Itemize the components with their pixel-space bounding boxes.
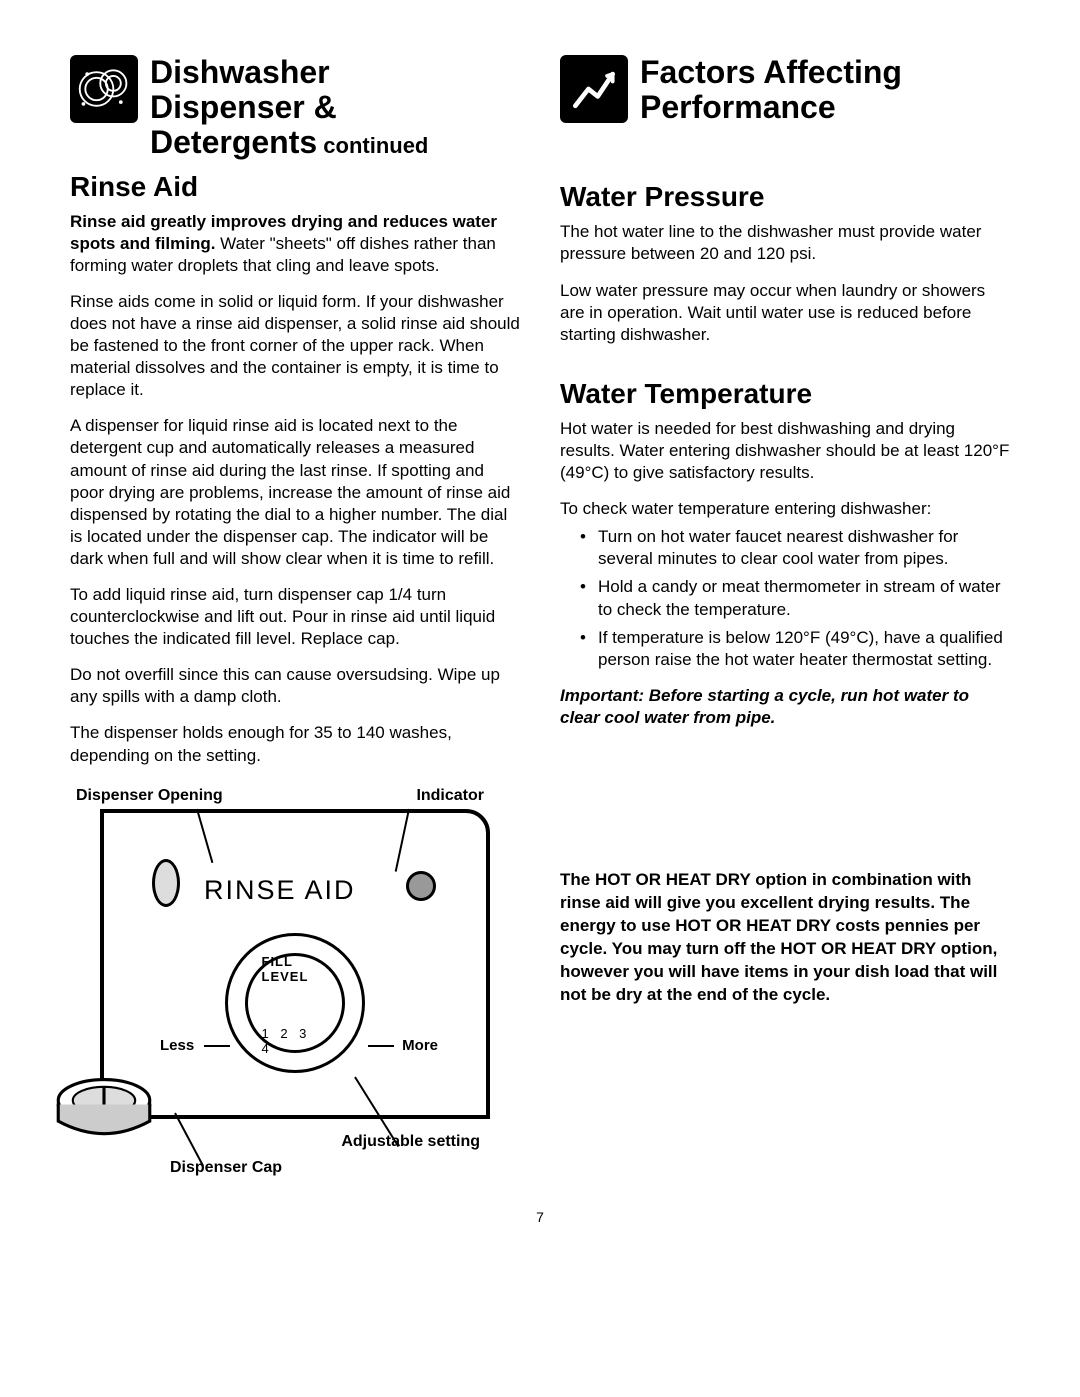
wt-li2: Hold a candy or meat thermometer in stre… xyxy=(580,576,1010,620)
arrow-right-icon xyxy=(384,991,402,1015)
arrow-left-icon xyxy=(188,991,206,1015)
title-line1: Dishwasher xyxy=(150,54,330,90)
spacer2 xyxy=(560,360,1010,370)
label-dispenser-opening: Dispenser Opening xyxy=(76,787,223,805)
rinse-aid-heading: Rinse Aid xyxy=(70,171,520,203)
label-dispenser-cap: Dispenser Cap xyxy=(170,1159,282,1177)
leader-opening xyxy=(196,808,213,862)
left-title: Dishwasher Dispenser & Detergents contin… xyxy=(150,55,428,161)
spacer xyxy=(560,135,1010,173)
dispenser-box: RINSE AID FILL LEVEL 1 2 3 4 Less More xyxy=(100,809,490,1119)
diagram-top-labels: Dispenser Opening Indicator xyxy=(70,787,490,809)
rinse-p6: The dispenser holds enough for 35 to 140… xyxy=(70,722,520,766)
rinse-p3: A dispenser for liquid rinse aid is loca… xyxy=(70,415,520,570)
rinse-p2: Rinse aids come in solid or liquid form.… xyxy=(70,291,520,401)
wt-p2: To check water temperature entering dish… xyxy=(560,498,1010,520)
label-adjustable: Adjustable setting xyxy=(341,1133,480,1151)
water-temperature-heading: Water Temperature xyxy=(560,378,1010,410)
dishes-icon xyxy=(70,55,138,123)
more-label: More xyxy=(402,1037,438,1054)
wp-p1: The hot water line to the dishwasher mus… xyxy=(560,221,1010,265)
wt-li3: If temperature is below 120°F (49°C), ha… xyxy=(580,627,1010,671)
wt-li1: Turn on hot water faucet nearest dishwas… xyxy=(580,526,1010,570)
right-title-l2: Performance xyxy=(640,89,836,125)
continued-label: continued xyxy=(317,133,428,158)
leader-indicator xyxy=(395,808,410,871)
rinse-p1: Rinse aid greatly improves drying and re… xyxy=(70,211,520,277)
leader-less xyxy=(204,1045,230,1047)
hot-dry-note: The HOT OR HEAT DRY option in combinatio… xyxy=(560,869,1010,1007)
water-pressure-heading: Water Pressure xyxy=(560,181,1010,213)
rinse-p4: To add liquid rinse aid, turn dispenser … xyxy=(70,584,520,650)
leader-more xyxy=(368,1045,394,1047)
right-title-l1: Factors Affecting xyxy=(640,54,902,90)
fill-level-text: FILL LEVEL xyxy=(262,954,329,984)
right-header: Factors Affecting Performance xyxy=(560,55,1010,125)
dial-numbers: 1 2 3 4 xyxy=(262,1026,329,1056)
rinse-aid-diagram: Dispenser Opening Indicator RINSE AID FI… xyxy=(70,787,490,1119)
left-header: Dishwasher Dispenser & Detergents contin… xyxy=(70,55,520,161)
wt-checklist: Turn on hot water faucet nearest dishwas… xyxy=(560,526,1010,671)
performance-icon xyxy=(560,55,628,123)
wt-p1: Hot water is needed for best dishwashing… xyxy=(560,418,1010,484)
right-column: Factors Affecting Performance Water Pres… xyxy=(560,55,1010,1169)
label-indicator: Indicator xyxy=(416,787,484,805)
dispenser-opening-icon xyxy=(152,859,180,907)
title-line3: Detergents xyxy=(150,124,317,160)
right-title: Factors Affecting Performance xyxy=(640,55,902,125)
page-number: 7 xyxy=(70,1209,1010,1225)
page-content: Dishwasher Dispenser & Detergents contin… xyxy=(70,55,1010,1169)
dispenser-cap-icon xyxy=(52,1075,156,1159)
wt-important: Important: Before starting a cycle, run … xyxy=(560,685,1010,729)
rinse-p5: Do not overfill since this can cause ove… xyxy=(70,664,520,708)
wp-p2: Low water pressure may occur when laundr… xyxy=(560,280,1010,346)
title-line2: Dispenser & xyxy=(150,89,337,125)
indicator-icon xyxy=(406,871,436,901)
less-label: Less xyxy=(160,1037,194,1054)
fill-level-dial: FILL LEVEL 1 2 3 4 xyxy=(225,933,365,1073)
rinse-aid-label: RINSE AID xyxy=(204,875,356,906)
left-column: Dishwasher Dispenser & Detergents contin… xyxy=(70,55,520,1169)
